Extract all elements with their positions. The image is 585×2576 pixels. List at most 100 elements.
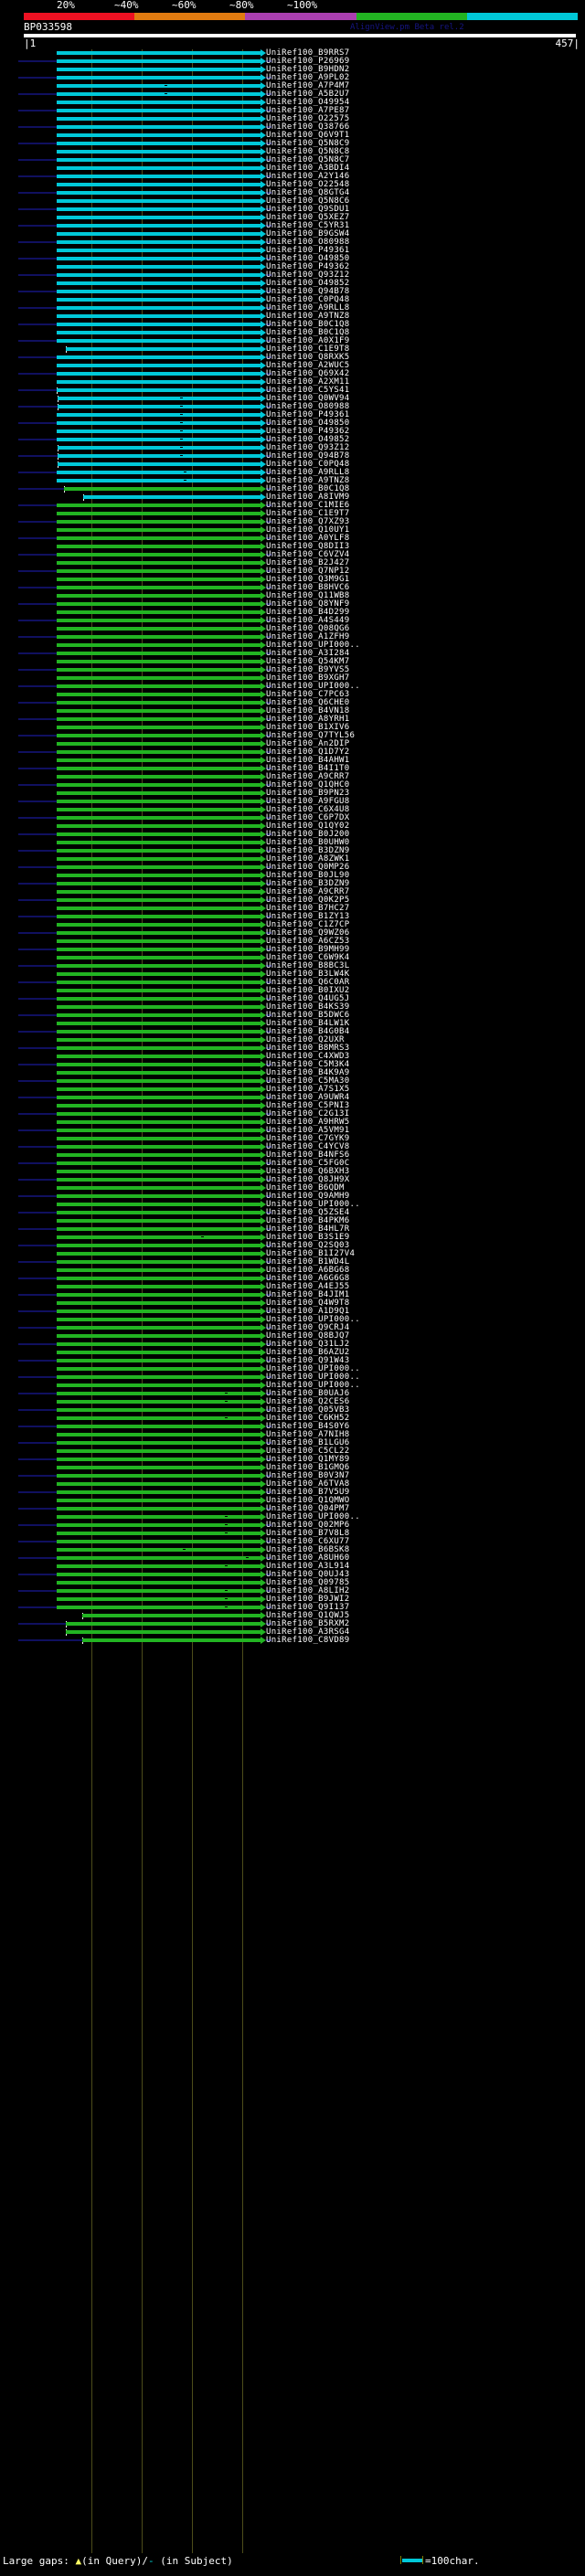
hit-row[interactable]: UniRef100_A5VM91 <box>0 1127 585 1135</box>
hit-label[interactable]: UniRef100_C2G13I <box>266 1109 350 1118</box>
hit-label[interactable]: UniRef100_Q5N8C7 <box>266 155 350 164</box>
hit-label[interactable]: UniRef100_P26969 <box>266 57 350 66</box>
hsp-bar[interactable] <box>57 643 261 647</box>
hit-row[interactable]: UniRef100_B4PKM6 <box>0 1217 585 1225</box>
hit-row[interactable]: UniRef100_Q6C0AR <box>0 979 585 987</box>
hit-row[interactable]: UniRef100_Q9CRJ4 <box>0 1324 585 1332</box>
hit-row[interactable]: UniRef100_Q7XZ93 <box>0 518 585 526</box>
hit-row[interactable]: UniRef100_B3LW4K <box>0 970 585 979</box>
hit-row[interactable]: UniRef100_C6W9K4 <box>0 954 585 962</box>
hsp-bar[interactable] <box>57 956 261 959</box>
hsp-bar[interactable] <box>57 1268 261 1272</box>
hit-label[interactable]: UniRef100_C5PNI3 <box>266 1101 350 1110</box>
hsp-bar[interactable] <box>57 1145 261 1149</box>
hit-row[interactable]: UniRef100_UPI000.. <box>0 1365 585 1373</box>
hit-row[interactable]: UniRef100_Q91W43 <box>0 1357 585 1365</box>
hit-label[interactable]: UniRef100_B8MRS3 <box>266 1044 350 1053</box>
hit-label[interactable]: UniRef100_UPI000.. <box>266 1364 360 1373</box>
hit-label[interactable]: UniRef100_Q9AMH9 <box>266 1192 350 1201</box>
hit-row[interactable]: UniRef100_A3I284 <box>0 650 585 658</box>
hit-label[interactable]: UniRef100_A3BDI4 <box>266 164 350 173</box>
hsp-bar[interactable] <box>57 240 261 244</box>
hsp-bar[interactable] <box>57 290 261 293</box>
hit-label[interactable]: UniRef100_Q1QHC0 <box>266 780 350 790</box>
hit-label[interactable]: UniRef100_A9UWR4 <box>266 1093 350 1102</box>
hit-row[interactable]: UniRef100_C6P7DX <box>0 814 585 822</box>
hit-label[interactable]: UniRef100_P49362 <box>266 427 350 436</box>
hsp-bar[interactable] <box>57 717 261 721</box>
hsp-bar[interactable] <box>57 323 261 326</box>
hit-row[interactable]: UniRef100_Q6CHE0 <box>0 699 585 707</box>
hit-label[interactable]: UniRef100_A9CRR7 <box>266 887 350 896</box>
hit-row[interactable]: UniRef100_Q8GTG4 <box>0 189 585 197</box>
hit-row[interactable]: UniRef100_Q0MP26 <box>0 864 585 872</box>
hit-row[interactable]: UniRef100_B9MH99 <box>0 946 585 954</box>
hit-row[interactable]: UniRef100_B5RXM2 <box>0 1620 585 1628</box>
hit-label[interactable]: UniRef100_B5RXM2 <box>266 1619 350 1628</box>
hit-row[interactable]: UniRef100_P49362 <box>0 428 585 436</box>
hsp-bar[interactable] <box>66 347 261 351</box>
hit-label[interactable]: UniRef100_A0X1F9 <box>266 336 350 345</box>
hit-row[interactable]: UniRef100_B3S1E9 <box>0 1234 585 1242</box>
hit-row[interactable]: UniRef100_Q5N8C8 <box>0 148 585 156</box>
hsp-bar[interactable] <box>57 1030 261 1034</box>
hsp-bar[interactable] <box>57 775 261 779</box>
hit-row[interactable]: UniRef100_A2XM11 <box>0 378 585 387</box>
hsp-bar[interactable] <box>57 1540 261 1543</box>
hit-row[interactable]: UniRef100_C0PQ48 <box>0 461 585 469</box>
hsp-bar[interactable] <box>57 1137 261 1140</box>
hsp-bar[interactable] <box>57 1244 261 1247</box>
hsp-bar[interactable] <box>57 676 261 680</box>
hsp-bar[interactable] <box>57 1252 261 1256</box>
hsp-bar[interactable] <box>57 800 261 803</box>
hsp-bar[interactable] <box>57 1186 261 1190</box>
hit-label[interactable]: UniRef100_Q93Z12 <box>266 270 350 280</box>
hit-label[interactable]: UniRef100_B3S1E9 <box>266 1233 350 1242</box>
hit-label[interactable]: UniRef100_B1XIV6 <box>266 723 350 732</box>
hit-row[interactable]: UniRef100_C5PNI3 <box>0 1102 585 1110</box>
hit-label[interactable]: UniRef100_A2WUC5 <box>266 361 350 370</box>
hit-row[interactable]: UniRef100_Q31LJ2 <box>0 1341 585 1349</box>
hit-label[interactable]: UniRef100_Q69X42 <box>266 369 350 378</box>
hsp-bar[interactable] <box>57 1235 261 1239</box>
hsp-bar[interactable] <box>57 1318 261 1321</box>
hsp-bar[interactable] <box>57 1046 261 1050</box>
hit-label[interactable]: UniRef100_Q91W43 <box>266 1356 350 1365</box>
hit-label[interactable]: UniRef100_B4HL7R <box>266 1224 350 1234</box>
hit-row[interactable]: UniRef100_A2Y146 <box>0 173 585 181</box>
hit-row[interactable]: UniRef100_B0UAJ6 <box>0 1390 585 1398</box>
hit-row[interactable]: UniRef100_A6G6G8 <box>0 1275 585 1283</box>
hsp-bar[interactable] <box>57 150 261 154</box>
hit-row[interactable]: UniRef100_Q8DII3 <box>0 543 585 551</box>
hsp-bar[interactable] <box>57 1392 261 1395</box>
hit-label[interactable]: UniRef100_Q09785 <box>266 1578 350 1587</box>
hit-label[interactable]: UniRef100_O22575 <box>266 114 350 123</box>
hit-label[interactable]: UniRef100_C0PQ48 <box>266 295 350 304</box>
hit-label[interactable]: UniRef100_UPI000.. <box>266 1315 360 1324</box>
hsp-bar[interactable] <box>57 997 261 1001</box>
hit-label[interactable]: UniRef100_Q6C0AR <box>266 978 350 987</box>
hsp-bar[interactable] <box>57 1408 261 1412</box>
hit-label[interactable]: UniRef100_B4KS39 <box>266 1002 350 1012</box>
hit-row[interactable]: UniRef100_Q4UG5J <box>0 995 585 1003</box>
hit-label[interactable]: UniRef100_Q8GTG4 <box>266 188 350 197</box>
hsp-bar[interactable] <box>57 693 261 696</box>
hit-row[interactable]: UniRef100_B5DWC6 <box>0 1012 585 1020</box>
hit-label[interactable]: UniRef100_C6X4U8 <box>266 805 350 814</box>
hsp-bar[interactable] <box>57 372 261 376</box>
hit-row[interactable]: UniRef100_B8MRS3 <box>0 1044 585 1053</box>
hsp-bar[interactable] <box>57 216 261 219</box>
hit-row[interactable]: UniRef100_A9CRR7 <box>0 888 585 896</box>
hit-row[interactable]: UniRef100_O22575 <box>0 115 585 123</box>
hsp-bar[interactable] <box>57 1022 261 1025</box>
hit-row[interactable]: UniRef100_A6TVA8 <box>0 1480 585 1489</box>
hit-label[interactable]: UniRef100_Q5ZSE4 <box>266 1208 350 1217</box>
hsp-bar[interactable] <box>57 1203 261 1206</box>
hit-label[interactable]: UniRef100_A6BG68 <box>266 1266 350 1275</box>
hit-label[interactable]: UniRef100_A9FGU8 <box>266 797 350 806</box>
hsp-bar[interactable] <box>57 931 261 935</box>
hit-row[interactable]: UniRef100_Q9AMH9 <box>0 1193 585 1201</box>
hit-row[interactable]: UniRef100_C4YCV8 <box>0 1143 585 1151</box>
hit-label[interactable]: UniRef100_C5YS41 <box>266 386 350 395</box>
hit-row[interactable]: UniRef100_A8ZWK1 <box>0 855 585 864</box>
